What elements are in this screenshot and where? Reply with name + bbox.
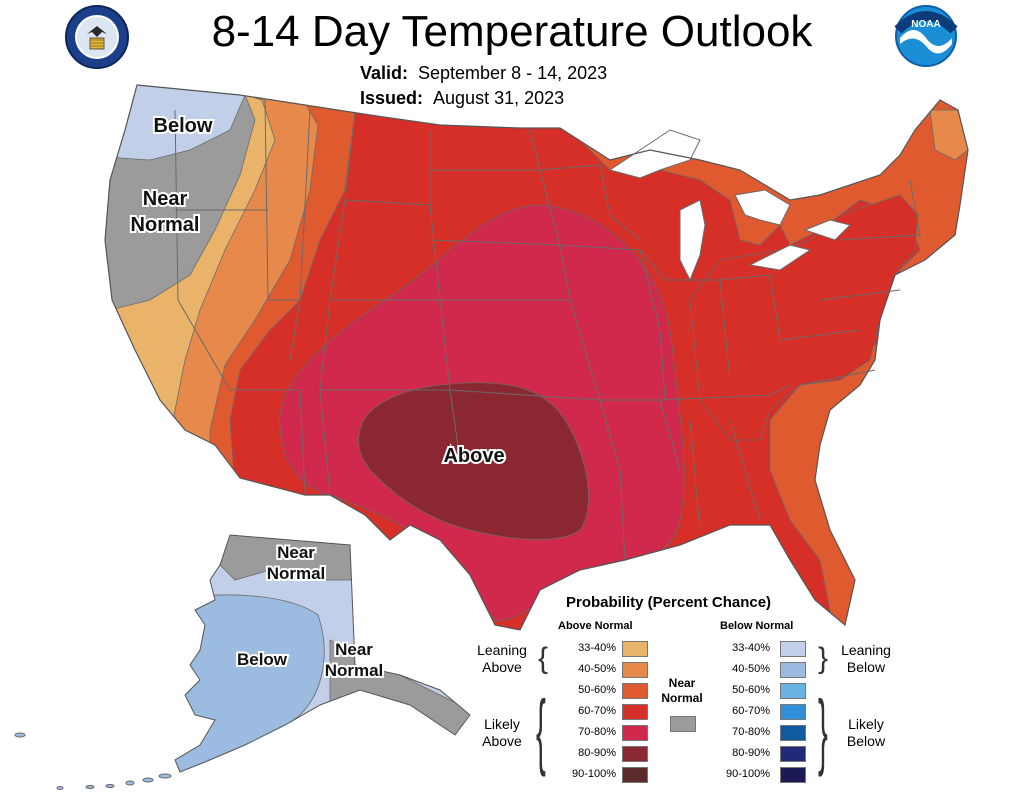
issued-label: Issued: bbox=[360, 88, 424, 108]
legend-below-bin-swatch bbox=[780, 662, 806, 678]
above-60-70-east-area bbox=[689, 194, 919, 441]
legend-likely-above-line1: Likely bbox=[484, 716, 520, 732]
legend-likely-below: Likely Below bbox=[834, 716, 898, 750]
lake-erie bbox=[748, 244, 812, 271]
legend-leaning-below: Leaning Below bbox=[834, 642, 898, 676]
legend-below-bin-swatch bbox=[780, 704, 806, 720]
ak-below-normal-label: Below bbox=[237, 650, 288, 669]
legend-above-bin-label: 80-90% bbox=[578, 747, 616, 759]
lake-huron bbox=[734, 189, 791, 226]
legend-near-normal-swatch bbox=[670, 716, 696, 732]
legend-above-bin-swatch bbox=[622, 746, 648, 762]
legend-above-bin-label: 40-50% bbox=[578, 663, 616, 675]
legend-below-bin-label: 40-50% bbox=[732, 663, 770, 675]
legend-above-bin-swatch bbox=[622, 683, 648, 699]
legend-leaning-above-line2: Above bbox=[482, 659, 522, 675]
legend-near-normal-line2: Normal bbox=[661, 691, 703, 705]
above-normal-label: Above bbox=[443, 445, 504, 467]
legend-below-bin-label: 50-60% bbox=[732, 684, 770, 696]
ak-near-normal-north-label-line1: Near bbox=[277, 543, 315, 562]
legend-below-bin-swatch bbox=[780, 767, 806, 783]
legend-above-bin-swatch bbox=[622, 704, 648, 720]
legend-below-bin-swatch bbox=[780, 725, 806, 741]
legend-title: Probability (Percent Chance) bbox=[566, 594, 772, 611]
lake-ontario bbox=[803, 219, 851, 241]
legend-below-bin-label: 33-40% bbox=[732, 642, 770, 654]
legend-below-bin-label: 60-70% bbox=[732, 705, 770, 717]
legend-above-bin-label: 70-80% bbox=[578, 726, 616, 738]
near-normal-west-label-line1: Near bbox=[143, 188, 188, 210]
lake-michigan bbox=[679, 199, 706, 282]
legend-likely-above: Likely Above bbox=[470, 716, 534, 750]
legend-above-header: Above Normal bbox=[558, 620, 633, 632]
legend: Probability (Percent Chance) Above Norma… bbox=[470, 592, 900, 788]
legend-near-normal-line1: Near bbox=[668, 676, 696, 690]
above-40-50-maine-area bbox=[929, 109, 968, 161]
valid-row: Valid: September 8 - 14, 2023 bbox=[360, 63, 607, 84]
legend-brace-likely-above: { bbox=[536, 683, 546, 777]
legend-above-bin-swatch bbox=[622, 725, 648, 741]
noaa-logo-text: NOAA bbox=[911, 19, 940, 30]
legend-likely-above-line2: Above bbox=[482, 733, 522, 749]
legend-above-bin-swatch bbox=[622, 662, 648, 678]
below-normal-west-label: Below bbox=[154, 115, 213, 137]
legend-above-bin-label: 60-70% bbox=[578, 705, 616, 717]
legend-below-bin-swatch bbox=[780, 683, 806, 699]
issued-value: August 31, 2023 bbox=[433, 88, 565, 108]
legend-brace-leaning-below: } bbox=[818, 642, 829, 675]
map-title: 8-14 Day Temperature Outlook bbox=[211, 7, 813, 56]
legend-above-bin-swatch bbox=[622, 641, 648, 657]
valid-label: Valid: bbox=[360, 63, 409, 83]
valid-value: September 8 - 14, 2023 bbox=[418, 63, 608, 83]
commerce-seal-icon bbox=[65, 5, 129, 69]
legend-above-bin-label: 50-60% bbox=[578, 684, 616, 696]
legend-above-bin-swatch bbox=[622, 767, 648, 783]
legend-near-normal: Near Normal bbox=[656, 676, 708, 706]
near-normal-west-label-line2: Normal bbox=[131, 214, 200, 236]
ak-near-normal-south-label-line2: Normal bbox=[325, 661, 384, 680]
legend-leaning-below-line1: Leaning bbox=[841, 642, 891, 658]
great-lakes bbox=[608, 129, 851, 282]
noaa-logo-icon: NOAA bbox=[894, 5, 958, 67]
legend-below-bin-label: 80-90% bbox=[732, 747, 770, 759]
legend-above-bin-label: 90-100% bbox=[571, 768, 616, 780]
legend-below-bin-swatch bbox=[780, 641, 806, 657]
ak-near-normal-south-label-line1: Near bbox=[335, 640, 373, 659]
legend-leaning-above-line1: Leaning bbox=[477, 642, 527, 658]
legend-likely-below-line2: Below bbox=[846, 733, 886, 749]
legend-likely-below-line1: Likely bbox=[848, 716, 884, 732]
legend-below-bin-label: 70-80% bbox=[732, 726, 770, 738]
lake-superior bbox=[608, 129, 701, 179]
legend-brace-likely-below: } bbox=[818, 683, 828, 777]
ak-near-normal-north-label-line2: Normal bbox=[267, 564, 326, 583]
above-80-90-area bbox=[358, 382, 589, 540]
legend-below-bin-label: 90-100% bbox=[725, 768, 770, 780]
legend-brace-leaning-above: { bbox=[538, 642, 549, 675]
legend-below-header: Below Normal bbox=[720, 620, 794, 632]
legend-above-bin-label: 33-40% bbox=[578, 642, 616, 654]
legend-below-bin-swatch bbox=[780, 746, 806, 762]
issued-row: Issued: August 31, 2023 bbox=[360, 88, 564, 109]
state-borders bbox=[174, 99, 921, 561]
legend-leaning-above: Leaning Above bbox=[470, 642, 534, 676]
legend-leaning-below-line2: Below bbox=[846, 659, 886, 675]
aleutian-islands bbox=[14, 732, 172, 790]
